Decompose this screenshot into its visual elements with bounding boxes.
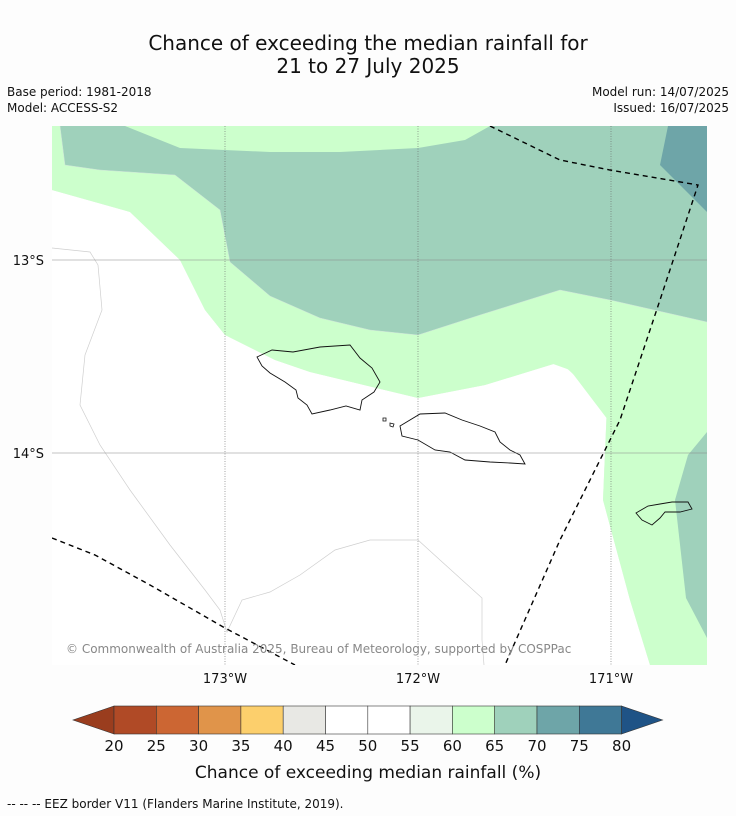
rainfall-map: 13°S 14°S 173°W 172°W 171°W © Commonweal… [13, 126, 707, 755]
model-label: Model: ACCESS-S2 [7, 101, 119, 115]
colorbar-tick-label: 25 [147, 737, 166, 755]
colorbar-overflow-arrow [621, 705, 664, 735]
base-period-label: Base period: 1981-2018 [7, 85, 152, 99]
region-70-75 [660, 126, 707, 212]
map-title-line2: 21 to 27 July 2025 [276, 54, 460, 78]
colorbar-tick-label: 20 [104, 737, 123, 755]
eez-legend-note: -- -- -- EEZ border V11 (Flanders Marine… [7, 797, 344, 811]
colorbar-tick-label: 65 [485, 737, 504, 755]
graticule [52, 126, 707, 665]
manono-apolima-islets [382, 417, 395, 428]
colorbar-bin [409, 705, 453, 735]
colorbar-bin [494, 705, 538, 735]
region-65-70-east [675, 432, 707, 638]
savaii-island [256, 344, 381, 415]
eez-border-south [52, 537, 296, 665]
colorbar-tick-label: 30 [189, 737, 208, 755]
colorbar-bin [198, 705, 242, 735]
colorbar-tick-label: 35 [231, 737, 250, 755]
colorbar-tick-label: 55 [401, 737, 420, 755]
colorbar-bin [578, 705, 622, 735]
map-title-line1: Chance of exceeding the median rainfall … [148, 31, 588, 55]
colorbar-tick-label: 60 [443, 737, 462, 755]
colorbar-bin [156, 705, 199, 735]
lat-label-13s: 13°S [13, 254, 44, 269]
colorbar-tick-label: 75 [570, 737, 589, 755]
copyright-notice: © Commonwealth of Australia 2025, Bureau… [66, 642, 571, 656]
colorbar-bin [325, 705, 369, 735]
contour-65 [59, 126, 707, 336]
colorbar-bin [282, 705, 326, 735]
probability-fill-layer [52, 126, 707, 665]
lon-label-172w: 172°W [396, 672, 440, 687]
eez-border-east [489, 126, 699, 665]
lat-label-14s: 14°S [13, 447, 44, 462]
colorbar-bin [452, 705, 495, 735]
lon-label-173w: 173°W [203, 672, 247, 687]
colorbar-bin [536, 705, 580, 735]
colorbar-bin [367, 705, 411, 735]
colorbar-bin [240, 705, 284, 735]
colorbar-bin [113, 705, 157, 735]
colorbar-tick-label: 70 [527, 737, 546, 755]
lon-label-171w: 171°W [589, 672, 633, 687]
region-45-50 [52, 248, 484, 665]
upolu-island [399, 412, 526, 465]
colorbar-tick-label: 45 [316, 737, 335, 755]
contour-45 [52, 247, 485, 665]
colorbar-title: Chance of exceeding median rainfall (%) [194, 763, 542, 783]
region-65-70 [60, 126, 707, 335]
model-run-label: Model run: 14/07/2025 [591, 85, 729, 99]
colorbar-tick-label: 40 [274, 737, 293, 755]
colorbar-tick-label: 50 [358, 737, 377, 755]
colorbar-tick-label: 80 [612, 737, 631, 755]
tutuila-island [635, 501, 693, 526]
colorbar: 20 25 30 35 40 45 50 55 60 65 70 75 80 [72, 705, 664, 755]
eez-borders [52, 126, 699, 665]
colorbar-underflow-arrow [72, 705, 115, 735]
issued-label: Issued: 16/07/2025 [613, 101, 729, 115]
